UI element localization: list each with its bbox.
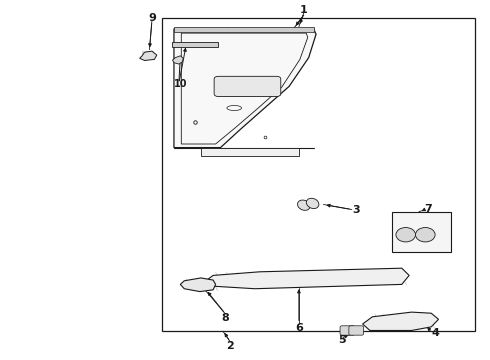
Text: 9: 9 [148, 13, 156, 23]
Bar [174, 27, 314, 32]
Polygon shape [180, 278, 216, 292]
FancyBboxPatch shape [340, 326, 355, 335]
FancyBboxPatch shape [349, 326, 364, 335]
Circle shape [396, 228, 416, 242]
Polygon shape [172, 56, 183, 64]
Text: 8: 8 [221, 312, 229, 323]
Bar [392, 212, 451, 252]
Polygon shape [174, 29, 316, 148]
FancyBboxPatch shape [214, 76, 281, 96]
Polygon shape [363, 312, 439, 330]
Text: 7: 7 [424, 204, 432, 214]
Bar [201, 148, 299, 156]
Polygon shape [140, 51, 157, 60]
Circle shape [416, 228, 435, 242]
Polygon shape [206, 268, 409, 289]
Text: 1: 1 [300, 5, 308, 15]
Text: 6: 6 [295, 323, 303, 333]
Text: 3: 3 [353, 204, 361, 215]
Ellipse shape [306, 198, 319, 208]
Ellipse shape [297, 200, 310, 210]
Text: 4: 4 [431, 328, 439, 338]
Text: 5: 5 [338, 335, 346, 345]
Bar [162, 18, 475, 331]
Bar [172, 42, 218, 47]
Text: 10: 10 [174, 78, 188, 89]
Text: 2: 2 [226, 341, 234, 351]
